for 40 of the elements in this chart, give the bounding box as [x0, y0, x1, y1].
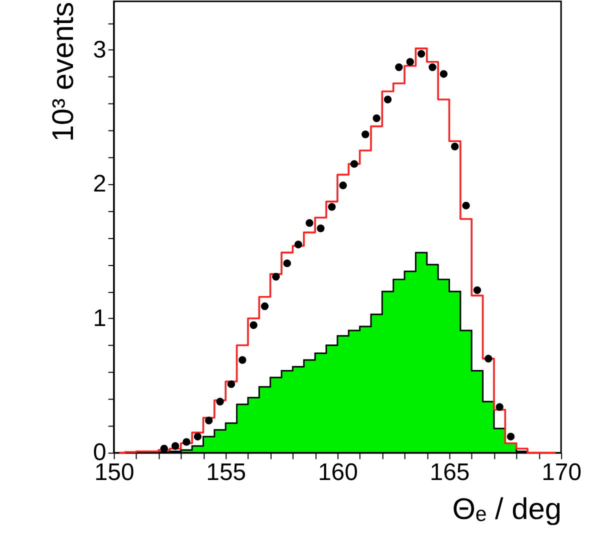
- point: [194, 432, 202, 440]
- point: [484, 354, 492, 363]
- point: [250, 321, 258, 329]
- point: [384, 96, 392, 104]
- point: [238, 356, 246, 364]
- y-tick-label: 1: [93, 304, 106, 332]
- point: [473, 286, 482, 294]
- x-axis-title: Θₑ / deg: [452, 493, 562, 526]
- point: [339, 182, 347, 190]
- point: [328, 203, 336, 211]
- point: [204, 416, 213, 424]
- point: [428, 63, 436, 72]
- point: [272, 272, 280, 281]
- x-tick-label: 165: [430, 459, 470, 486]
- x-tick-label: 160: [318, 459, 358, 486]
- point: [316, 224, 325, 232]
- point: [506, 432, 515, 440]
- point: [395, 63, 403, 72]
- point: [462, 202, 470, 210]
- y-axis-title: 10³ events: [47, 2, 80, 142]
- point: [440, 70, 448, 78]
- point: [350, 160, 358, 168]
- point: [372, 114, 380, 122]
- point: [306, 219, 314, 227]
- point: [171, 442, 180, 450]
- point: [216, 398, 224, 406]
- point: [260, 302, 269, 310]
- y-tick-label: 3: [93, 36, 106, 64]
- point: [227, 380, 236, 388]
- point: [283, 259, 291, 268]
- point: [362, 130, 370, 138]
- y-tick-label: 2: [93, 170, 106, 198]
- x-tick-label: 170: [542, 459, 582, 486]
- point: [294, 240, 302, 248]
- x-tick-label: 155: [206, 459, 246, 486]
- point: [406, 58, 414, 66]
- point: [182, 438, 190, 446]
- point: [496, 403, 504, 411]
- point: [417, 50, 426, 58]
- point: [450, 142, 459, 150]
